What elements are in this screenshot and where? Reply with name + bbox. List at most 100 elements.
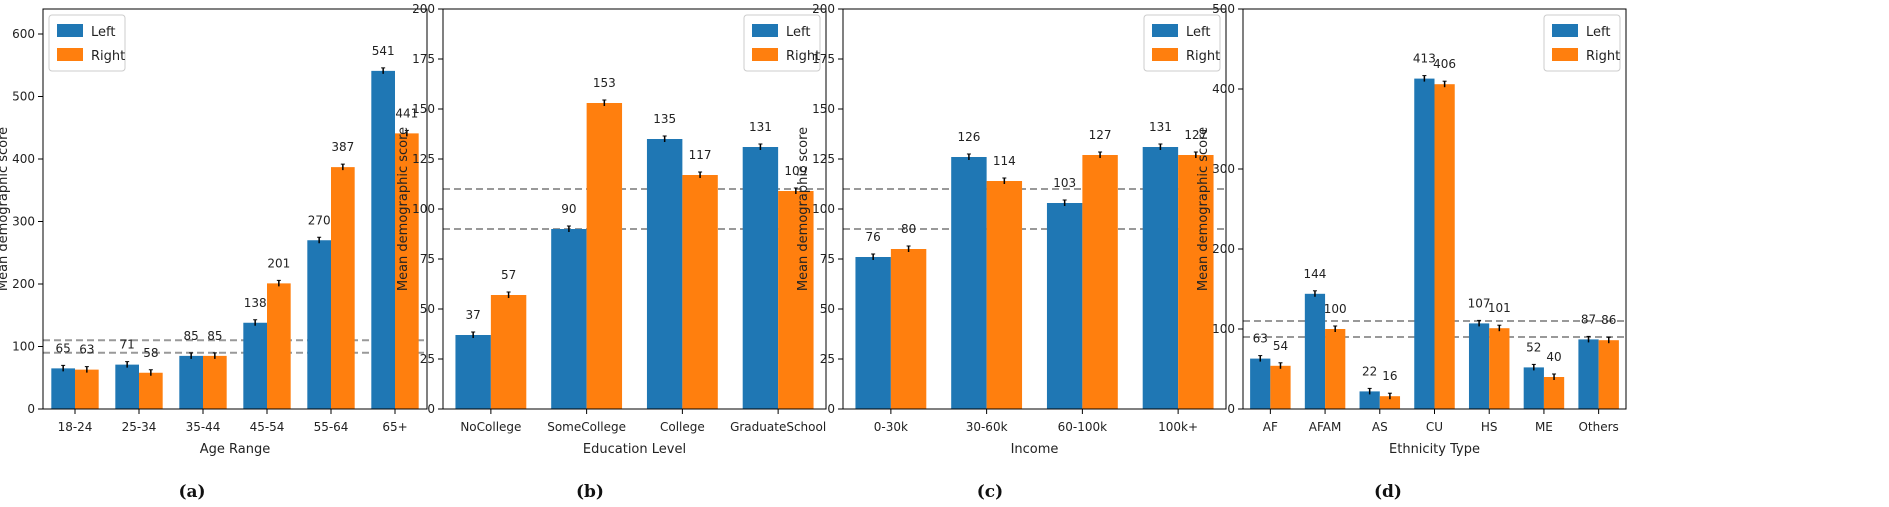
bar-left (951, 157, 987, 409)
bar-right (778, 191, 814, 409)
bar-right (1489, 328, 1510, 409)
y-tick-label: 25 (420, 352, 435, 366)
legend-label-left: Left (1586, 25, 1610, 40)
y-axis-label: Mean demographic score (1196, 127, 1211, 291)
bar-left (742, 147, 779, 409)
bar-right (1543, 377, 1565, 409)
legend: Left Right (743, 14, 821, 72)
y-tick-label: 50 (820, 302, 835, 316)
data-label: 58 (143, 346, 158, 360)
data-label: 16 (1382, 369, 1397, 383)
y-tick-label: 150 (812, 102, 835, 116)
bar-right (203, 355, 227, 409)
y-tick-label: 400 (12, 152, 35, 166)
data-label: 138 (244, 296, 267, 310)
legend-label-left: Left (786, 25, 810, 40)
bar-right (139, 372, 163, 409)
bar-right (1082, 155, 1118, 409)
bar-right (986, 181, 1023, 409)
data-label: 65 (56, 341, 71, 355)
data-label: 270 (308, 213, 331, 227)
data-label: 54 (1273, 339, 1288, 353)
x-tick-label: ME (1535, 420, 1553, 434)
bar-right (1270, 365, 1291, 409)
data-label: 63 (79, 343, 94, 357)
data-label: 135 (653, 112, 676, 126)
data-label: 201 (267, 256, 290, 270)
x-tick-label: GraduateSchool (730, 420, 826, 434)
bar-left (51, 368, 75, 409)
data-label: 413 (1413, 52, 1436, 66)
x-axis-label: Education Level (583, 442, 686, 457)
data-label: 76 (866, 230, 881, 244)
data-label: 541 (372, 44, 395, 58)
chart-2: 37 90 135 131 57 153 117 109 0 25 50 75 100 125 150 175… (396, 2, 827, 502)
y-tick-label: 125 (412, 152, 435, 166)
x-tick-label: AS (1372, 420, 1388, 434)
x-tick-label: 0-30k (874, 420, 908, 434)
legend-swatch-left (752, 24, 778, 37)
bar-left (455, 335, 491, 409)
x-tick-label: 60-100k (1058, 420, 1108, 434)
legend-swatch-left (57, 24, 83, 37)
data-label: 87 (1581, 312, 1596, 326)
data-label: 57 (501, 268, 516, 282)
chart-3: 76 126 103 131 80 114 127 127 0 25 50 75 100 125 150 17… (796, 2, 1227, 502)
legend-swatch-right (1152, 48, 1178, 61)
legend-label-right: Right (91, 49, 125, 64)
x-tick-label: HS (1481, 420, 1498, 434)
y-tick-label: 50 (420, 302, 435, 316)
bar-right (1434, 84, 1455, 409)
data-label: 22 (1362, 364, 1377, 378)
data-label: 406 (1433, 57, 1456, 71)
bar-right (267, 283, 291, 409)
bar-left (1304, 293, 1326, 409)
bar-left (1414, 78, 1435, 409)
x-axis-label: Age Range (200, 442, 270, 457)
data-label: 80 (901, 222, 916, 236)
data-label: 441 (395, 106, 418, 120)
data-label: 127 (1184, 128, 1207, 142)
bar-right (682, 175, 718, 409)
legend-swatch-right (752, 48, 778, 61)
y-tick-label: 100 (812, 202, 835, 216)
data-label: 103 (1053, 176, 1076, 190)
y-tick-label: 500 (1212, 2, 1235, 16)
bar-right (586, 103, 623, 409)
y-tick-label: 25 (820, 352, 835, 366)
bar-left (1578, 339, 1599, 409)
y-tick-label: 100 (412, 202, 435, 216)
data-label: 85 (184, 329, 199, 343)
bar-left (551, 229, 587, 409)
y-tick-label: 400 (1212, 82, 1235, 96)
y-tick-label: 100 (12, 340, 35, 354)
bar-right (490, 295, 527, 409)
legend-label-right: Right (1186, 49, 1220, 64)
data-label: 71 (120, 338, 135, 352)
y-tick-label: 200 (1212, 242, 1235, 256)
x-axis-label: Income (1011, 442, 1059, 457)
data-label: 131 (1149, 120, 1172, 134)
x-tick-label: 18-24 (58, 420, 93, 434)
data-label: 86 (1601, 313, 1616, 327)
x-tick-label: 45-54 (250, 420, 285, 434)
plot-frame (42, 8, 428, 410)
x-tick-label: 35-44 (186, 420, 221, 434)
legend-label-left: Left (91, 25, 115, 40)
data-label: 131 (749, 120, 772, 134)
y-tick-label: 125 (812, 152, 835, 166)
data-label: 117 (689, 148, 712, 162)
y-tick-label: 175 (412, 52, 435, 66)
data-label: 114 (993, 154, 1016, 168)
y-tick-label: 0 (827, 402, 835, 416)
legend-swatch-left (1552, 24, 1578, 37)
y-tick-label: 0 (427, 402, 435, 416)
y-tick-label: 600 (12, 27, 35, 41)
legend-swatch-left (1152, 24, 1178, 37)
bar-left (1523, 367, 1544, 409)
caption: (c) (977, 482, 1003, 502)
data-label: 52 (1526, 340, 1541, 354)
x-tick-label: 65+ (382, 420, 407, 434)
data-label: 101 (1488, 301, 1511, 315)
